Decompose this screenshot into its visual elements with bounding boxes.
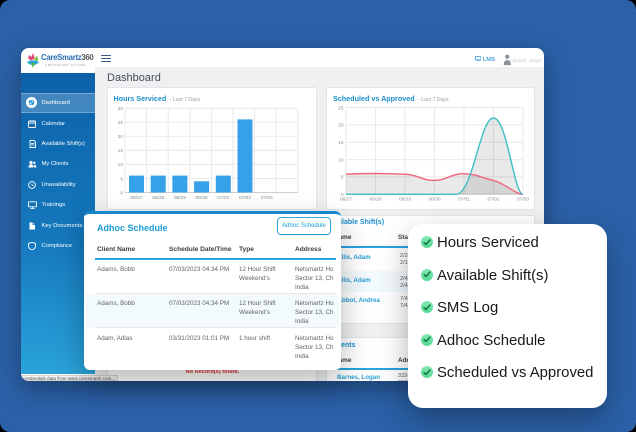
svg-text:06/29: 06/29 [173,195,185,201]
svg-text:25: 25 [338,105,344,111]
svg-text:07/01: 07/01 [458,197,470,203]
svg-text:06/29: 06/29 [399,197,411,203]
svg-text:5: 5 [120,176,123,182]
svg-text:06/28: 06/28 [152,195,164,201]
svg-text:07/03: 07/03 [260,195,272,201]
svg-text:06/30: 06/30 [428,197,440,203]
svg-text:06/27: 06/27 [340,197,352,203]
svg-text:0: 0 [341,192,344,198]
svg-text:07/02: 07/02 [238,195,250,201]
svg-text:06/30: 06/30 [195,195,207,201]
svg-text:0: 0 [120,190,123,196]
svg-text:25: 25 [117,120,123,126]
svg-text:15: 15 [338,140,344,146]
svg-text:30: 30 [117,106,123,112]
svg-text:5: 5 [341,175,344,181]
svg-text:07/03: 07/03 [517,197,529,203]
svg-text:15: 15 [117,148,123,154]
svg-text:06/27: 06/27 [130,195,142,201]
svg-text:10: 10 [338,157,344,163]
svg-text:20: 20 [117,134,123,140]
svg-text:06/28: 06/28 [369,197,381,203]
svg-text:07/01: 07/01 [217,195,229,201]
svg-text:07/02: 07/02 [487,197,499,203]
svg-text:10: 10 [117,162,123,168]
svg-text:20: 20 [338,123,344,129]
